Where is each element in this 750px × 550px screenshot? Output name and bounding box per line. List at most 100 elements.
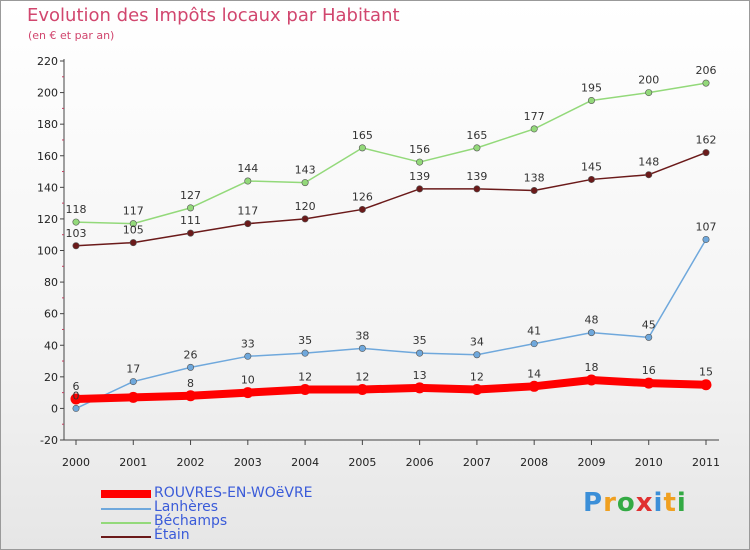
data-point: [530, 186, 538, 194]
data-point: [702, 235, 710, 243]
data-point: [72, 218, 80, 226]
legend-swatch: [101, 508, 151, 510]
data-label: 145: [581, 160, 602, 173]
data-point: [244, 352, 252, 360]
y-tick-label: 60: [44, 308, 58, 321]
data-point: [473, 185, 481, 193]
logo-letter: r: [603, 488, 617, 518]
data-point: [645, 171, 653, 179]
data-label: 195: [581, 81, 602, 94]
x-tick-label: 2000: [62, 456, 90, 469]
legend-item: Étain: [101, 527, 361, 545]
y-tick-label: 40: [44, 339, 58, 352]
data-label: 144: [237, 162, 258, 175]
data-label: 35: [298, 334, 312, 347]
data-label: 38: [355, 329, 369, 342]
data-label: 165: [352, 129, 373, 142]
series-line-2: [75, 82, 707, 225]
data-point: [187, 229, 195, 237]
data-point: [643, 377, 655, 389]
data-point: [358, 205, 366, 213]
data-point: [242, 387, 254, 399]
x-tick-label: 2009: [577, 456, 605, 469]
data-label: 10: [241, 374, 255, 387]
data-point: [416, 349, 424, 357]
data-label: 117: [123, 205, 144, 218]
data-labels: 0 17 26 33 35 38 35 34 41 48 45 107 118 117 127 144 143 1…: [66, 64, 717, 402]
data-label: 126: [352, 190, 373, 203]
chart-subtitle: (en € et par an): [28, 29, 115, 42]
data-point: [358, 344, 366, 352]
series-line-0: [72, 375, 710, 403]
y-tick-label: 100: [37, 245, 58, 258]
data-point: [528, 380, 540, 392]
data-point: [587, 329, 595, 337]
data-point: [70, 393, 82, 405]
data-point: [244, 220, 252, 228]
data-point: [702, 79, 710, 87]
data-label: 139: [409, 170, 430, 183]
data-label: 162: [696, 134, 717, 147]
y-tick-label: 80: [44, 276, 58, 289]
data-label: 41: [527, 325, 541, 338]
legend-label: Étain: [154, 527, 190, 543]
data-label: 118: [66, 203, 87, 216]
data-label: 6: [73, 380, 80, 393]
data-label: 165: [466, 129, 487, 142]
data-point: [129, 378, 137, 386]
legend-swatch: [101, 490, 151, 498]
data-point: [530, 340, 538, 348]
y-tick-label: 200: [37, 87, 58, 100]
data-point: [473, 351, 481, 359]
data-point: [299, 383, 311, 395]
data-point: [356, 383, 368, 395]
data-point: [187, 363, 195, 371]
logo-letter: x: [635, 488, 654, 518]
y-tick-label: -20: [40, 434, 58, 447]
data-label: 105: [123, 224, 144, 237]
y-tick-label: 220: [37, 55, 58, 68]
data-label: 0: [73, 389, 80, 402]
logo-letter: o: [616, 488, 636, 518]
data-point: [129, 220, 137, 228]
legend-swatch: [101, 522, 151, 524]
data-label: 139: [466, 170, 487, 183]
logo-letter: P: [583, 488, 604, 518]
chart-title: Evolution des Impôts locaux par Habitant: [27, 5, 400, 26]
x-tick-label: 2003: [234, 456, 262, 469]
data-label: 16: [642, 364, 656, 377]
data-point: [185, 390, 197, 402]
data-point: [473, 144, 481, 152]
data-label: 103: [66, 227, 87, 240]
y-tick-label: 120: [37, 213, 58, 226]
legend-item: ROUVRES-EN-WOëVRE: [101, 485, 361, 503]
data-label: 12: [355, 370, 369, 383]
data-point: [416, 158, 424, 166]
data-point: [702, 149, 710, 157]
proxiti-logo: Proxiti: [583, 488, 687, 518]
data-point: [530, 125, 538, 133]
data-label: 26: [184, 348, 198, 361]
data-label: 107: [696, 220, 717, 233]
x-tick-label: 2005: [348, 456, 376, 469]
logo-letter: i: [676, 488, 687, 518]
y-tick-label: 160: [37, 150, 58, 163]
data-point: [72, 242, 80, 250]
data-point: [645, 333, 653, 341]
series-line-3: [75, 151, 707, 247]
x-tick-label: 2004: [291, 456, 319, 469]
data-label: 35: [413, 334, 427, 347]
data-point: [645, 89, 653, 97]
data-label: 177: [524, 110, 545, 123]
legend-item: Lanhères: [101, 499, 361, 517]
data-label: 138: [524, 171, 545, 184]
x-tick-label: 2008: [520, 456, 548, 469]
data-point: [301, 179, 309, 187]
data-label: 117: [237, 205, 258, 218]
y-tick-label: 140: [37, 181, 58, 194]
y-tick-label: 0: [51, 402, 58, 415]
data-label: 18: [584, 361, 598, 374]
